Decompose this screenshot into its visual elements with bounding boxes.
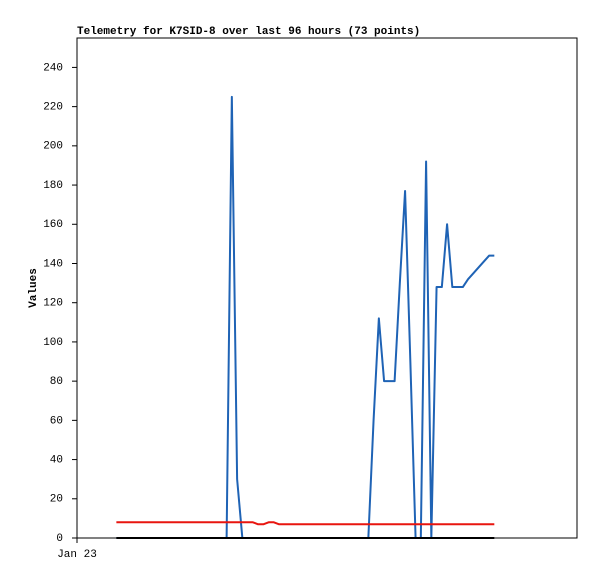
- y-tick-label: 100: [43, 337, 63, 349]
- y-tick-label: 200: [43, 141, 63, 153]
- y-tick-label: 20: [50, 494, 63, 506]
- y-tick-label: 40: [50, 454, 63, 466]
- y-tick-label: 60: [50, 415, 63, 427]
- y-tick-label: 160: [43, 219, 63, 231]
- y-tick-label: 80: [50, 376, 63, 388]
- y-tick-label: 180: [43, 180, 63, 192]
- y-tick-label: 240: [43, 62, 63, 74]
- y-tick-label: 120: [43, 298, 63, 310]
- x-tick-label: Jan 23: [57, 549, 97, 561]
- series-line: [116, 521, 495, 526]
- chart-title: Telemetry for K7SID-8 over last 96 hours…: [77, 26, 420, 38]
- y-tick-label: 0: [56, 533, 63, 545]
- y-tick-label: 140: [43, 258, 63, 270]
- y-tick-label: 220: [43, 102, 63, 114]
- y-axis-label: Values: [28, 268, 40, 308]
- plot-area: [76, 37, 578, 539]
